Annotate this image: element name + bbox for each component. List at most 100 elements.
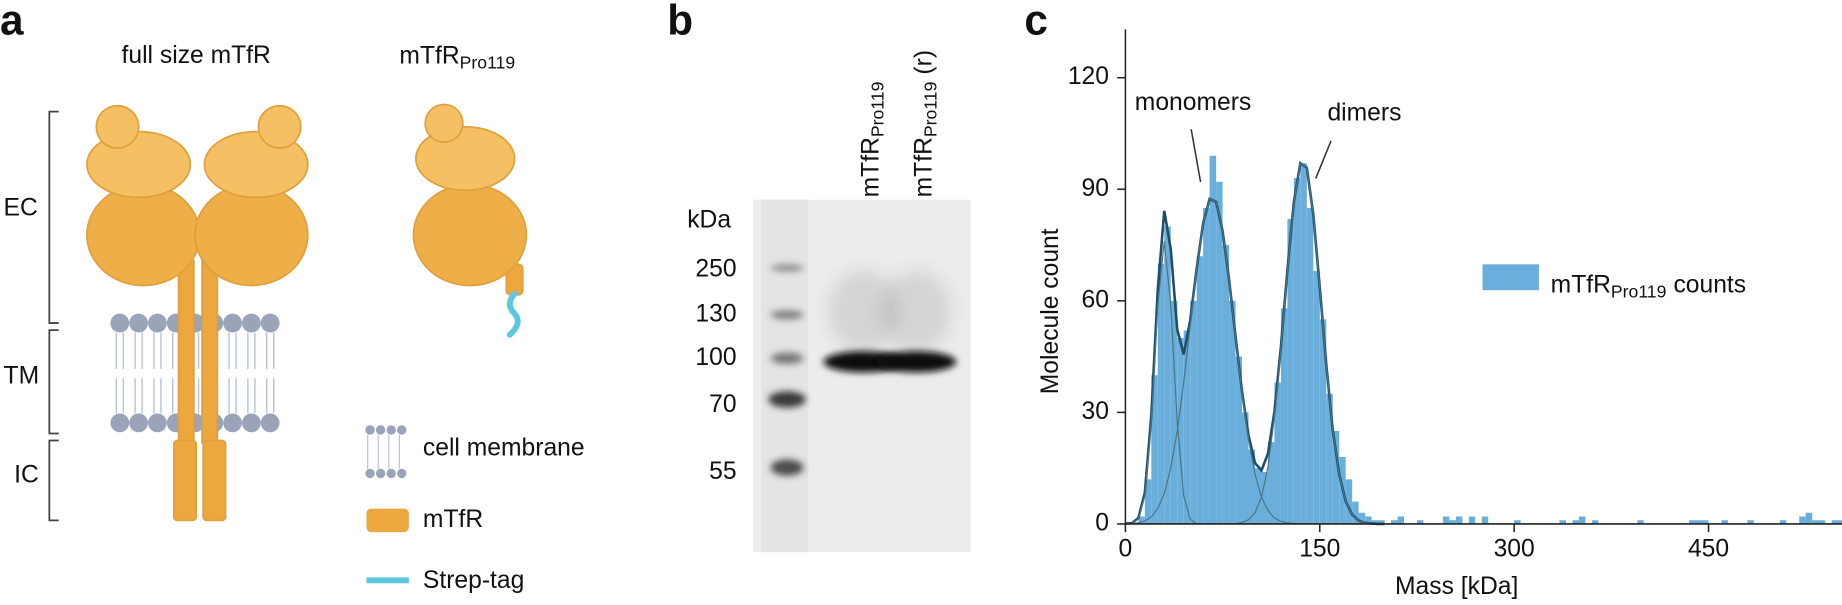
lipid-tail xyxy=(247,332,256,414)
histogram-bar xyxy=(1332,430,1340,524)
y-tick-label: 120 xyxy=(1068,63,1109,90)
y-axis-title: Molecule count xyxy=(1037,228,1064,394)
histogram-bar xyxy=(1203,207,1210,524)
histogram-bar xyxy=(1416,520,1424,524)
lipid-head xyxy=(110,413,130,433)
histogram-bar xyxy=(1209,155,1217,524)
histogram-bar xyxy=(1229,300,1236,524)
cytoplasmic-domain xyxy=(202,439,227,522)
histogram-bar xyxy=(1261,471,1268,524)
histogram-bar xyxy=(1326,393,1333,524)
marker-label: 70 xyxy=(709,391,736,418)
lane-subscript: Pro119 xyxy=(920,82,940,137)
bracket xyxy=(48,439,59,522)
lipid-head xyxy=(241,313,261,333)
region-brackets xyxy=(48,110,59,522)
lipid-head xyxy=(129,413,149,433)
legend-membrane-icon xyxy=(365,425,407,479)
marker-label: 55 xyxy=(709,458,736,485)
histogram-bar xyxy=(1183,330,1191,524)
histogram-bar xyxy=(1287,219,1294,524)
histogram-bar xyxy=(1805,512,1813,524)
lipid-head xyxy=(148,313,167,333)
histogram-bar xyxy=(1468,516,1476,524)
diagram-title: full size mTfR xyxy=(122,42,271,69)
region-label: TM xyxy=(4,363,40,390)
panel-label: a xyxy=(0,0,24,44)
legend-subscript: Pro119 xyxy=(1611,281,1666,301)
legend-label: mTfR xyxy=(423,506,483,533)
histogram-bar xyxy=(1274,382,1281,524)
lane-label: mTfRPro119 (r) xyxy=(910,50,940,197)
histogram-bar xyxy=(1254,468,1262,524)
lipid-tail xyxy=(228,332,237,414)
legend-name: mTfR xyxy=(1551,271,1611,298)
lipid-tail xyxy=(153,332,162,414)
lipid-head xyxy=(223,413,242,433)
histogram-bar xyxy=(1222,245,1230,524)
histogram-bar xyxy=(1365,516,1372,524)
y-tick-label: 30 xyxy=(1082,398,1109,425)
bracket xyxy=(48,329,59,435)
strep-tag xyxy=(506,290,521,338)
histogram-bar xyxy=(1378,520,1385,524)
apical-domain xyxy=(424,103,464,144)
marker-label: 250 xyxy=(695,256,736,283)
legend-swatch xyxy=(1482,264,1539,291)
histogram-bar xyxy=(1345,479,1353,524)
unit-label: kDa xyxy=(687,206,731,233)
apical-domain xyxy=(414,125,516,192)
histogram-bar xyxy=(1248,449,1255,524)
x-tick-label: 450 xyxy=(1688,535,1729,562)
gel-bands xyxy=(768,264,957,476)
histogram-bar xyxy=(1578,516,1586,524)
histogram-bar xyxy=(1637,520,1644,524)
ladder-band xyxy=(770,310,804,320)
lipid-head xyxy=(110,313,130,333)
histogram-bar xyxy=(1702,520,1709,524)
smear xyxy=(828,270,899,353)
apical-domain xyxy=(95,104,140,149)
histogram-bar xyxy=(1572,520,1579,524)
histogram-bar xyxy=(1313,271,1320,524)
title-text: mTfR xyxy=(399,42,459,69)
histogram-bar xyxy=(1779,520,1787,524)
legend-suffix: counts xyxy=(1673,271,1746,298)
region-label: IC xyxy=(14,461,39,488)
lane-suffix: (r) xyxy=(910,50,937,75)
x-tick-label: 150 xyxy=(1299,535,1340,562)
annotation-line xyxy=(1315,140,1332,179)
histogram-bar xyxy=(1267,442,1275,524)
cell-membrane xyxy=(110,313,280,433)
legend-label: cell membrane xyxy=(423,434,585,461)
histogram-bar xyxy=(1449,520,1456,524)
marker-labels: 250 130 100 70 55 xyxy=(695,256,736,485)
histogram-bar xyxy=(1818,520,1826,524)
legend-label: Strep-tag xyxy=(423,567,524,594)
domain xyxy=(412,183,528,287)
panel-label: b xyxy=(667,0,693,44)
histogram-bar xyxy=(1371,520,1379,524)
lipid-head xyxy=(260,413,280,433)
smear xyxy=(881,270,952,353)
lipid-head xyxy=(241,413,261,433)
histogram-bar xyxy=(1280,308,1288,524)
histogram-bar xyxy=(1831,520,1839,524)
stalk xyxy=(177,259,195,444)
lipid-head xyxy=(148,413,167,433)
histogram-bar xyxy=(1591,520,1599,524)
histogram-bar xyxy=(1157,263,1165,524)
y-tick-label: 60 xyxy=(1082,286,1109,313)
histogram-bar xyxy=(1514,520,1521,524)
apical-domain xyxy=(257,104,302,149)
histogram-bar xyxy=(1721,520,1728,524)
histogram-bar xyxy=(1242,412,1249,524)
ladder-band xyxy=(768,391,806,408)
histogram-bar xyxy=(1747,520,1754,524)
annotation: dimers xyxy=(1327,99,1401,126)
diagram-title: mTfRPro119 xyxy=(399,42,515,72)
lipid-tail xyxy=(265,332,275,414)
region-label: EC xyxy=(4,195,38,222)
